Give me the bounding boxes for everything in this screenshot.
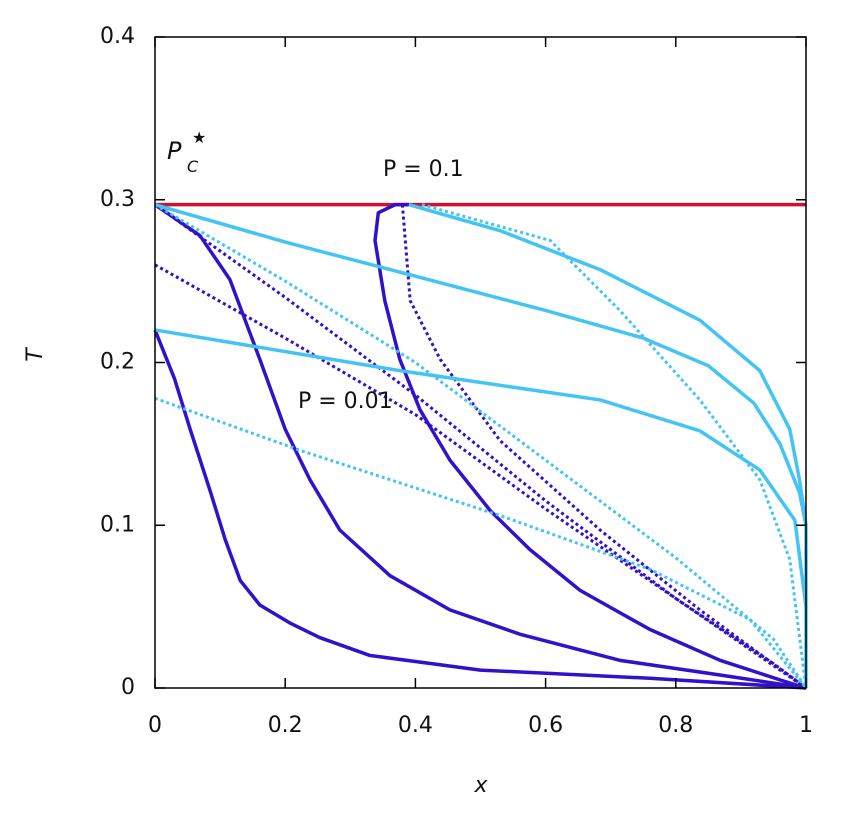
series-line bbox=[154, 203, 807, 690]
series-line bbox=[154, 202, 808, 526]
series-line bbox=[154, 328, 808, 607]
critical-superscript: ★ bbox=[192, 128, 206, 147]
series-line bbox=[400, 204, 807, 690]
series-line bbox=[373, 202, 807, 690]
critical-subscript: C bbox=[187, 157, 199, 176]
series-line bbox=[408, 202, 808, 688]
y-tick-label: 0.4 bbox=[100, 24, 135, 49]
series-line bbox=[153, 329, 807, 690]
plot-lines bbox=[153, 202, 808, 690]
series-line bbox=[421, 203, 808, 689]
x-tick-label: 0.2 bbox=[268, 713, 303, 738]
y-axis-label: T bbox=[23, 347, 48, 362]
x-tick-label: 0.4 bbox=[398, 713, 433, 738]
series-line bbox=[154, 203, 807, 690]
y-tick-label: 0 bbox=[121, 675, 135, 700]
plot-frame bbox=[154, 36, 807, 689]
series-line bbox=[154, 263, 807, 690]
x-tick-label: 1 bbox=[799, 713, 813, 738]
x-tick-label: 0.8 bbox=[658, 713, 693, 738]
critical-symbol: P bbox=[167, 137, 182, 165]
critical-label: P C ★ bbox=[167, 128, 206, 180]
x-axis-label: x bbox=[473, 773, 488, 798]
series-line bbox=[154, 203, 808, 689]
y-tick-label: 0.3 bbox=[100, 187, 135, 212]
annotation: P = 0.1 bbox=[383, 157, 464, 182]
x-tick-label: 0.6 bbox=[528, 713, 563, 738]
y-tick-label: 0.1 bbox=[100, 512, 135, 537]
series-line bbox=[154, 396, 808, 689]
y-tick-label: 0.2 bbox=[100, 350, 135, 375]
x-tick-label: 0 bbox=[148, 713, 162, 738]
annotation: P = 0.01 bbox=[298, 389, 393, 414]
